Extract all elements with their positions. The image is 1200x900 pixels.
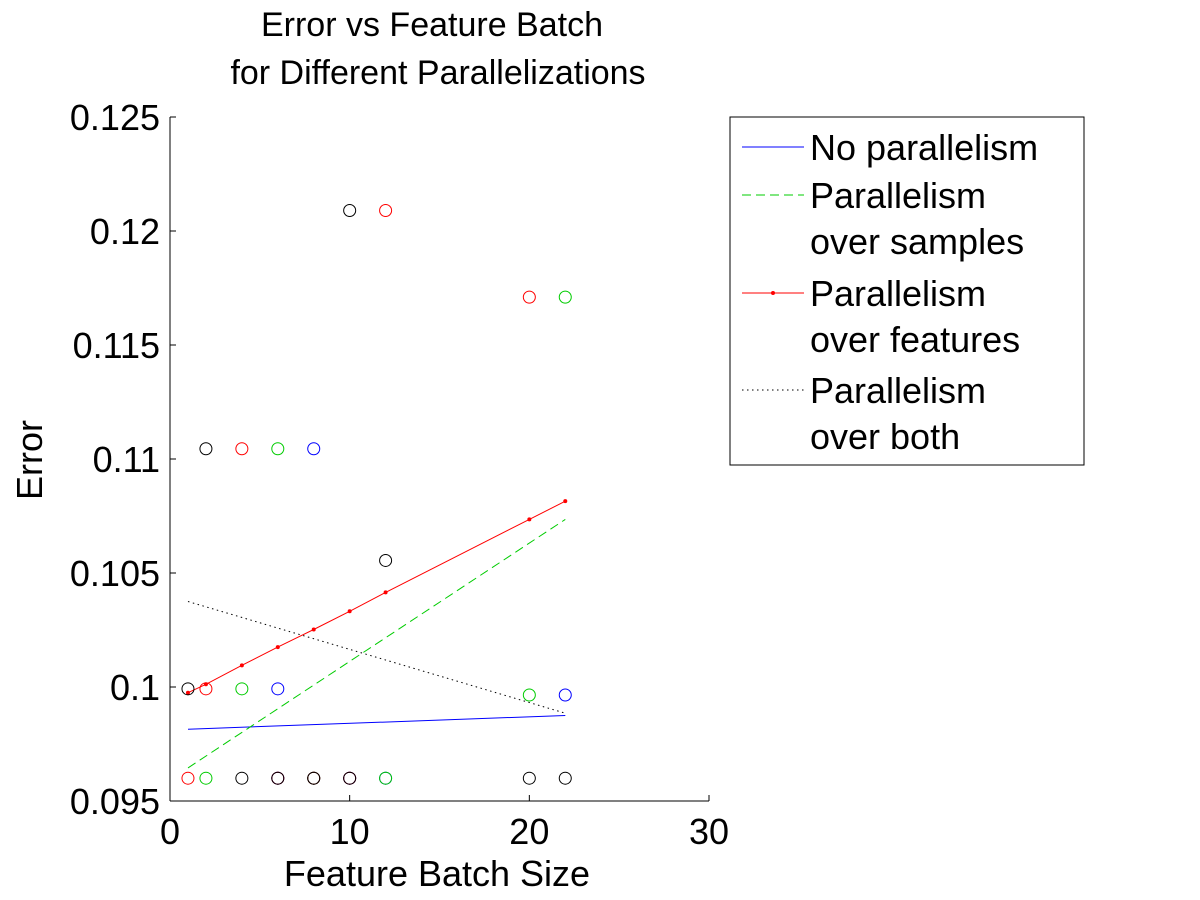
chart-title: Error vs Feature Batch for Different Par… [230, 6, 645, 92]
legend-label-2: over features [810, 319, 1020, 360]
fit-point [185, 690, 190, 695]
data-point-series-3 [522, 771, 536, 785]
fit-point [563, 499, 568, 504]
data-point-series-3 [307, 771, 321, 785]
data-point-series-3 [181, 682, 195, 696]
legend-label-0: No parallelism [810, 127, 1038, 168]
y-axis-label: Error [9, 420, 50, 500]
fit-line-series-2 [187, 500, 566, 694]
data-point-series-3 [199, 442, 213, 456]
legend-label-1: Parallelism [810, 175, 986, 216]
x-axis-label: Feature Batch Size [284, 853, 590, 894]
y-axis-ticks: 0.095 0.1 0.105 0.11 0.115 0.12 0.125 [70, 97, 176, 822]
data-point-series-1 [271, 442, 285, 456]
data-point-series-2 [235, 442, 249, 456]
chart-title-line-2: for Different Parallelizations [230, 54, 645, 92]
data-point-series-1 [199, 771, 213, 785]
data-point-series-3 [343, 203, 357, 217]
y-tick-label: 0.115 [73, 325, 160, 366]
x-tick-label: 20 [509, 811, 549, 852]
data-point-series-1 [558, 290, 572, 304]
data-point-series-0 [558, 688, 572, 702]
legend-label-3: over both [810, 416, 960, 457]
data-point-series-0 [271, 682, 285, 696]
plot-axes [169, 117, 709, 802]
data-point-series-3 [379, 553, 393, 567]
y-tick-label: 0.125 [70, 97, 160, 138]
data-point-series-2 [379, 203, 393, 217]
fit-point [311, 627, 316, 632]
legend-label-2: Parallelism [810, 273, 986, 314]
legend: No parallelism Parallelism over samples Par… [729, 116, 1085, 466]
fit-point [527, 517, 532, 522]
data-point-series-1 [235, 682, 249, 696]
data-point-series-2 [199, 682, 213, 696]
data-point-series-3 [343, 771, 357, 785]
y-tick-label: 0.105 [70, 553, 160, 594]
fit-line-series-1 [187, 518, 566, 769]
fit-point [347, 609, 352, 614]
fit-point [239, 663, 244, 668]
fit-line-series-0 [187, 715, 566, 730]
fit-point [275, 645, 280, 650]
x-tick-label: 10 [330, 811, 370, 852]
fit-line-series-3 [187, 601, 566, 714]
legend-box [729, 116, 1085, 466]
data-point-series-2 [522, 290, 536, 304]
chart-title-line-1: Error vs Feature Batch [261, 6, 603, 44]
data-point-series-2 [181, 771, 195, 785]
data-point-series-1 [379, 771, 393, 785]
fit-lines [185, 499, 568, 769]
legend-swatch-dot [771, 291, 775, 295]
data-markers [181, 203, 572, 785]
y-tick-label: 0.12 [90, 211, 160, 252]
x-tick-label: 0 [160, 811, 180, 852]
fit-point [383, 590, 388, 595]
data-point-series-0 [307, 442, 321, 456]
y-tick-label: 0.095 [70, 781, 160, 822]
y-tick-label: 0.1 [110, 667, 160, 708]
data-point-series-3 [271, 771, 285, 785]
data-point-series-3 [558, 771, 572, 785]
x-axis-ticks: 0 10 20 30 [160, 795, 729, 852]
x-tick-label: 30 [689, 811, 729, 852]
legend-label-3: Parallelism [810, 370, 986, 411]
legend-label-1: over samples [810, 221, 1024, 262]
data-point-series-1 [522, 688, 536, 702]
data-point-series-3 [235, 771, 249, 785]
y-tick-label: 0.11 [93, 439, 160, 480]
